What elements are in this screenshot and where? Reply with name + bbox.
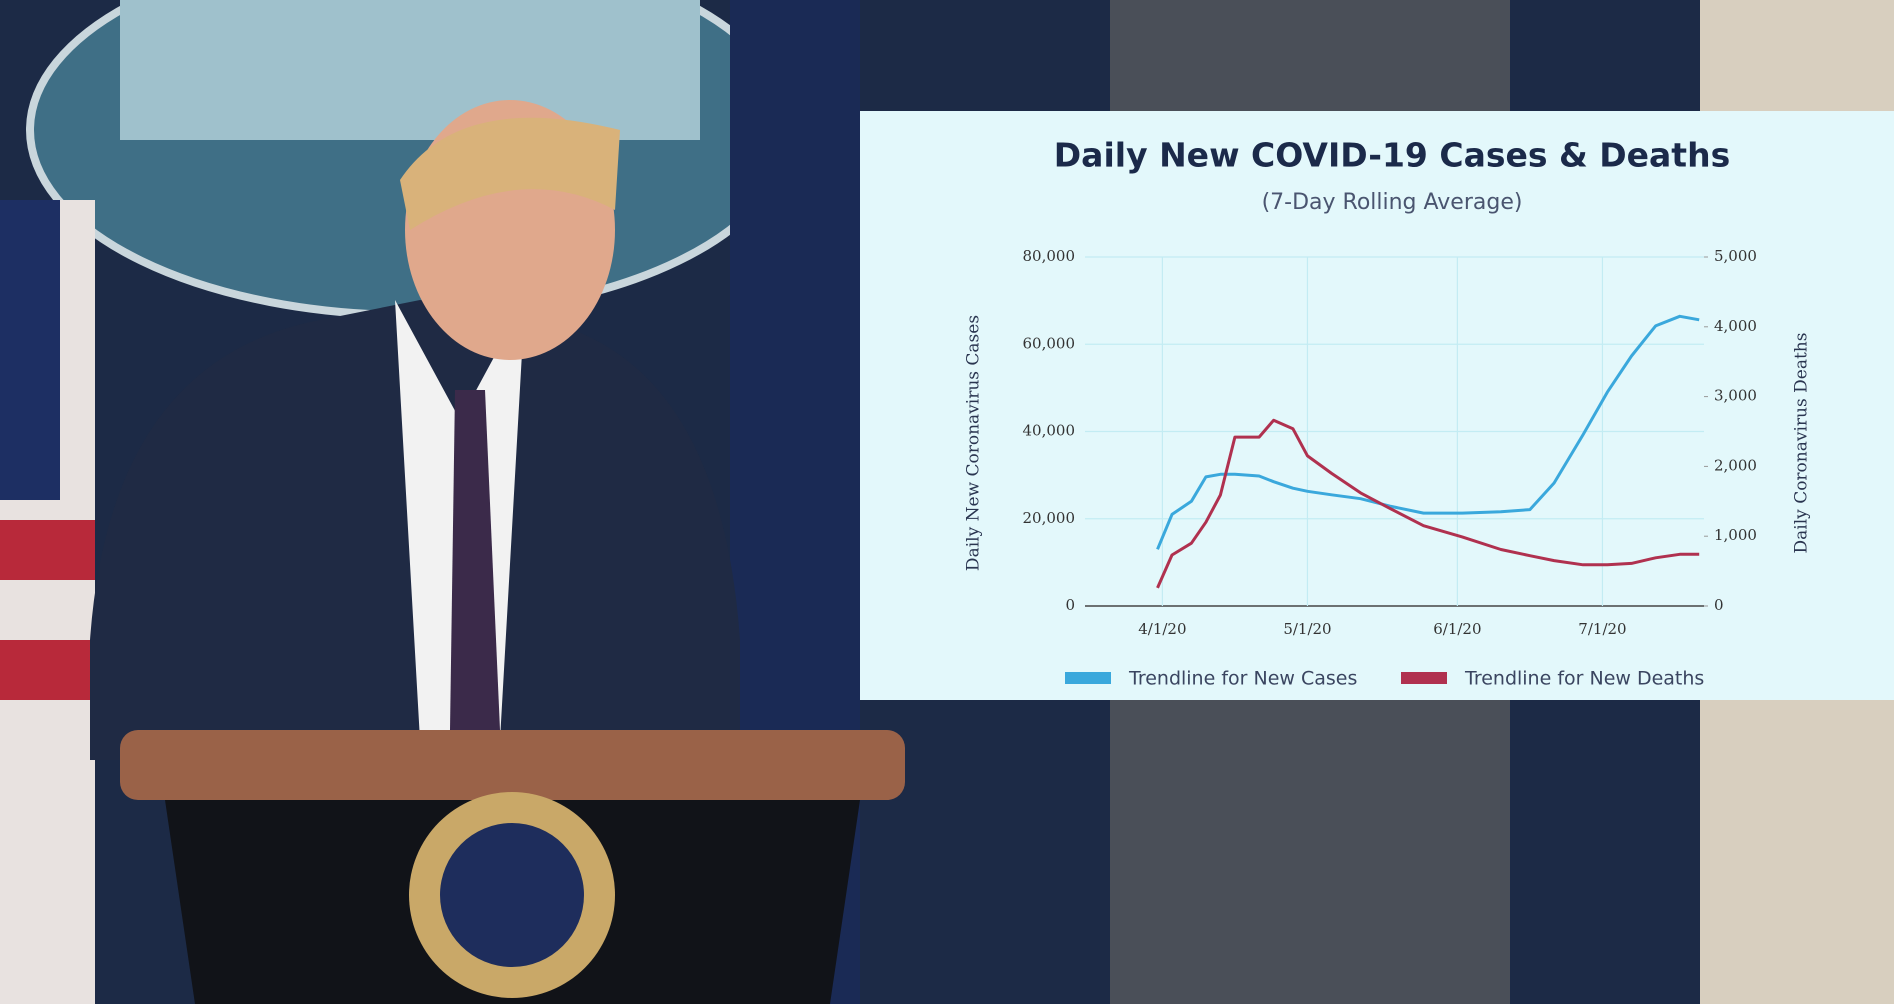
y2-tick-label: 0 (1714, 596, 1724, 614)
y-tick-label: 60,000 (1023, 334, 1076, 352)
y2-tick-label: 3,000 (1714, 387, 1757, 405)
tie (450, 390, 500, 730)
series-line (1156, 418, 1700, 589)
y2-axis-label: Daily Coronavirus Deaths (1792, 333, 1812, 554)
y-tick-label: 80,000 (1023, 247, 1076, 265)
y2-tick-label: 4,000 (1714, 317, 1757, 335)
y-tick-label: 40,000 (1023, 422, 1076, 440)
legend-swatch (1401, 672, 1447, 684)
sign-building (120, 0, 700, 140)
y2-tick-label: 1,000 (1714, 526, 1757, 544)
y-axis-label: Daily New Coronavirus Cases (964, 315, 984, 571)
chart-screen (860, 111, 1894, 700)
x-tick-label: 5/1/20 (1283, 620, 1331, 638)
legend-label: Trendline for New Cases (1128, 668, 1357, 690)
y-tick-label: 20,000 (1023, 509, 1076, 527)
legend-swatch (1065, 672, 1111, 684)
hair (400, 117, 620, 230)
y2-tick-label: 5,000 (1714, 247, 1757, 265)
seal-center (440, 823, 584, 967)
series-line (1156, 314, 1700, 550)
x-tick-label: 4/1/20 (1138, 620, 1186, 638)
y2-tick-label: 2,000 (1714, 456, 1757, 474)
x-tick-label: 6/1/20 (1433, 620, 1481, 638)
flag-stripe (0, 520, 95, 580)
chart-title: Daily New COVID-19 Cases & Deaths (1054, 136, 1730, 175)
flag-stripe (0, 640, 95, 700)
podium-top (120, 730, 905, 800)
legend-label: Trendline for New Deaths (1464, 668, 1704, 690)
y-tick-label: 0 (1065, 596, 1075, 614)
chart-subtitle: (7-Day Rolling Average) (1262, 190, 1523, 215)
chart: Daily New COVID-19 Cases & Deaths (7-Day… (964, 136, 1812, 690)
flag-canton (0, 200, 60, 500)
x-tick-label: 7/1/20 (1578, 620, 1626, 638)
